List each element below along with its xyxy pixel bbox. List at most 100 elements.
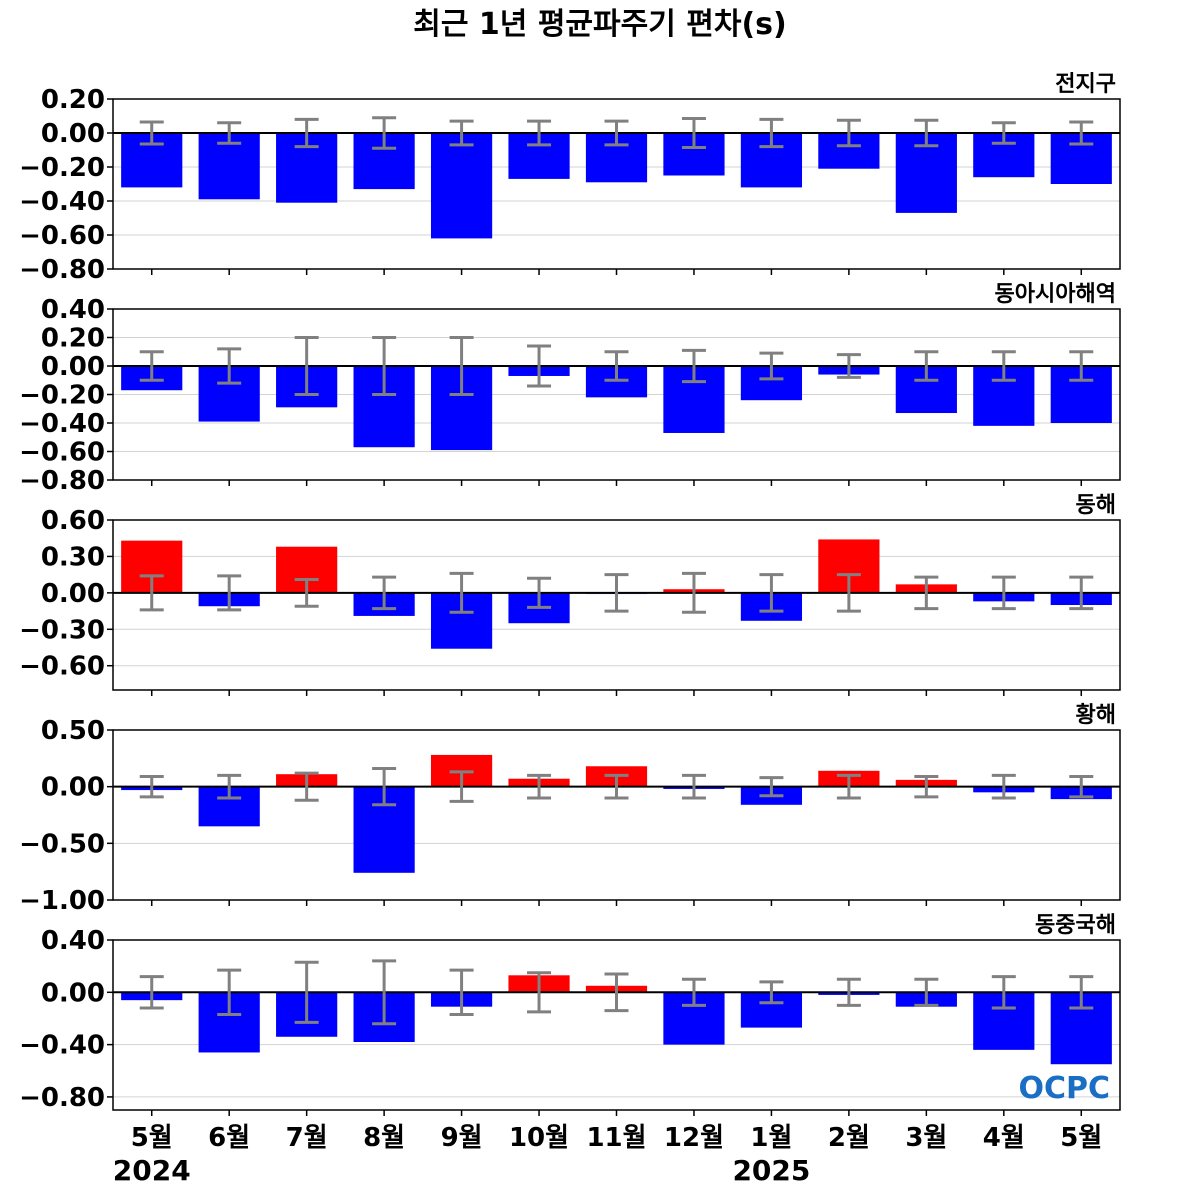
y-tick-label: −0.80 xyxy=(19,466,105,496)
error-bar xyxy=(914,118,939,148)
error-bar xyxy=(139,774,164,799)
y-tick-label: 0.00 xyxy=(41,352,105,382)
x-tick-label: 7월 xyxy=(286,1123,328,1153)
error-bar xyxy=(681,348,706,384)
x-tick-label: 1월 xyxy=(750,1123,792,1153)
plot-frame xyxy=(112,729,1121,901)
error-bar xyxy=(527,971,552,1014)
x-tick-label: 2월 xyxy=(828,1123,870,1153)
error-bar xyxy=(759,351,784,381)
y-tick-label: −1.00 xyxy=(19,886,105,916)
error-bar xyxy=(759,117,784,149)
y-tick-label: 0.00 xyxy=(41,773,105,803)
error-bar xyxy=(527,344,552,388)
x-tick-label: 11월 xyxy=(586,1123,646,1153)
x-tick-label: 5월 xyxy=(1060,1123,1102,1153)
y-tick-label: −0.30 xyxy=(19,615,105,645)
y-tick-label: 0.30 xyxy=(41,542,105,572)
error-bar xyxy=(294,578,319,608)
error-bar xyxy=(449,336,474,396)
error-bar xyxy=(294,336,319,396)
error-bar xyxy=(604,773,629,800)
error-bar xyxy=(372,575,397,611)
error-bar xyxy=(681,571,706,614)
chart-title: 최근 1년 평균파주기 편차(s) xyxy=(413,7,787,42)
y-tick-label: −0.80 xyxy=(19,255,105,285)
panel-1: 0.20 0.00 −0.20 −0.40 −0.60 −0.80 전지구 xyxy=(19,72,1121,285)
error-bar xyxy=(604,119,629,147)
error-bar xyxy=(991,773,1016,800)
error-bar xyxy=(914,774,939,799)
y-tick-label: −0.20 xyxy=(19,153,105,183)
x-tick-label: 12월 xyxy=(664,1123,724,1153)
error-bar xyxy=(372,116,397,150)
y-tick-label: −0.60 xyxy=(19,221,105,251)
error-bar xyxy=(527,576,552,609)
error-bar xyxy=(294,960,319,1024)
x-tick-label: 4월 xyxy=(983,1123,1025,1153)
error-bar xyxy=(449,968,474,1017)
error-bar xyxy=(914,977,939,1007)
y-tick-label: 0.20 xyxy=(41,324,105,354)
error-bar xyxy=(836,573,861,613)
error-bar xyxy=(836,118,861,148)
bar xyxy=(430,133,493,239)
error-bar xyxy=(681,977,706,1007)
error-bar xyxy=(217,347,242,385)
error-bar xyxy=(294,771,319,802)
error-bar xyxy=(914,350,939,382)
y-tick-label: −0.40 xyxy=(19,1031,105,1061)
y-tick-label: 0.00 xyxy=(41,579,105,609)
error-bar xyxy=(681,117,706,149)
error-bar xyxy=(759,776,784,798)
panel-label: 황해 xyxy=(1076,703,1116,728)
error-bar xyxy=(991,575,1016,611)
error-bar xyxy=(836,977,861,1007)
panel-2: 0.400.200.00−0.20−0.40−0.60−0.80 동아시아해역 xyxy=(19,282,1121,496)
error-bar xyxy=(294,117,319,149)
error-bar xyxy=(604,573,629,613)
x-tick-label: 5월 xyxy=(131,1123,173,1153)
error-bar xyxy=(372,959,397,1026)
x-tick-label: 9월 xyxy=(441,1123,483,1153)
error-bar xyxy=(1069,350,1094,382)
error-bar xyxy=(1069,575,1094,611)
x-tick-label: 10월 xyxy=(509,1123,569,1153)
x-tick-label: 8월 xyxy=(363,1123,405,1153)
y-tick-label: 0.40 xyxy=(41,295,105,325)
error-bar xyxy=(217,574,242,612)
error-bar xyxy=(991,350,1016,382)
x-tick-label: 6월 xyxy=(208,1123,250,1153)
ocpc-logo-text: OCPC xyxy=(1018,1071,1110,1106)
chart-panels: 0.200.00−0.20−0.40−0.60−0.80전지구0.400.200… xyxy=(19,72,1121,1116)
x-tick-label: 3월 xyxy=(905,1123,947,1153)
plot-frame xyxy=(112,939,1121,1111)
ocpc-logo: OCPC xyxy=(1018,1071,1110,1106)
year-label: 2024 xyxy=(113,1154,191,1187)
error-bar xyxy=(604,350,629,382)
y-tick-label: −0.20 xyxy=(19,381,105,411)
error-bar xyxy=(449,119,474,147)
error-bar xyxy=(914,575,939,611)
error-bar xyxy=(1069,774,1094,799)
error-bar xyxy=(681,773,706,800)
error-bar xyxy=(139,120,164,146)
y-tick-label: 0.40 xyxy=(41,926,105,956)
error-bar xyxy=(527,773,552,800)
error-bar xyxy=(991,975,1016,1010)
year-label: 2025 xyxy=(732,1154,810,1187)
error-bar xyxy=(372,767,397,807)
error-bar xyxy=(836,773,861,800)
y-tick-label: 0.60 xyxy=(41,506,105,536)
error-bar xyxy=(139,350,164,382)
error-bar xyxy=(449,770,474,803)
error-bar xyxy=(527,119,552,147)
error-bar xyxy=(1069,120,1094,146)
panel-4: 0.50 0.00 −0.50 −1.00 황해 xyxy=(19,703,1121,916)
y-tick-label: −0.40 xyxy=(19,409,105,439)
error-bar xyxy=(139,574,164,612)
panel-label: 동중국해 xyxy=(1035,913,1116,938)
y-tick-label: −0.50 xyxy=(19,829,105,859)
